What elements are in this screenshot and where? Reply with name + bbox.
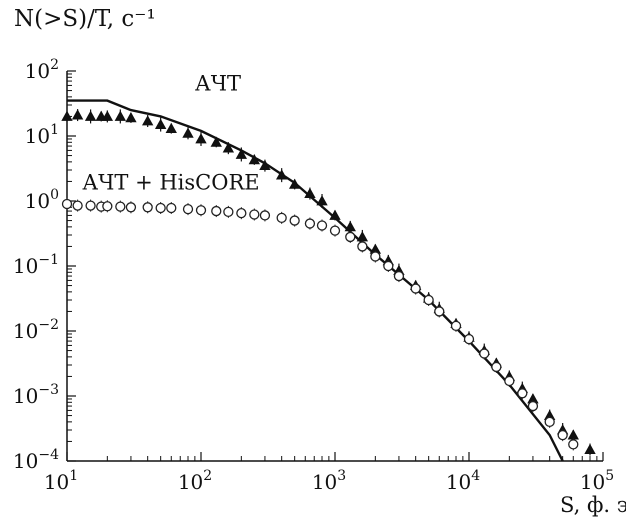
data-point-open — [166, 202, 177, 214]
data-point-open — [249, 209, 260, 220]
series-filled-group — [61, 109, 596, 456]
data-point-open — [568, 439, 579, 450]
chart-annotations: АЧТ АЧТ + HisCORE — [82, 72, 259, 195]
x-tick-label: 102 — [178, 468, 212, 494]
y-tick-label: 10−3 — [13, 382, 59, 408]
data-point-open — [195, 205, 207, 216]
data-point-open — [345, 231, 356, 243]
data-point-filled — [304, 187, 316, 198]
data-point-filled — [165, 122, 177, 133]
data-point-filled — [141, 115, 154, 126]
data-point-open — [155, 202, 166, 214]
data-point-open — [479, 348, 490, 359]
data-point-open — [125, 202, 137, 213]
data-point-open — [182, 203, 194, 215]
x-tick-label: 105 — [580, 468, 614, 494]
data-point-open — [211, 205, 222, 217]
data-point-filled — [210, 136, 222, 147]
data-point-filled — [222, 142, 235, 153]
data-point-filled — [584, 443, 596, 454]
data-point-open — [370, 251, 381, 262]
data-point-open — [517, 388, 528, 399]
data-point-filled — [316, 195, 328, 206]
data-point-open — [304, 218, 316, 229]
data-point-filled — [259, 159, 271, 171]
x-axis-label: S, ф. э. — [560, 493, 626, 517]
data-point-open — [223, 206, 234, 218]
data-point-filled — [71, 109, 84, 120]
series-line — [67, 99, 564, 462]
data-point-open — [316, 220, 328, 231]
y-tick-label: 10−2 — [13, 317, 59, 343]
data-point-filled — [195, 133, 207, 144]
data-point-filled — [61, 110, 73, 121]
data-point-filled — [235, 148, 248, 159]
data-point-open — [434, 306, 445, 317]
data-point-filled — [288, 178, 301, 189]
y-tick-labels: 10−4 10−3 10−2 10−1 100 101 102 — [13, 57, 59, 473]
data-point-filled — [101, 110, 114, 121]
annotation-label: АЧТ — [195, 72, 241, 96]
data-point-open — [61, 198, 73, 210]
annotation-label: АЧТ + HisCORE — [82, 171, 259, 195]
data-point-open — [115, 201, 126, 212]
data-point-open — [329, 225, 341, 236]
series-open-group — [61, 197, 579, 451]
data-point-open — [276, 212, 287, 224]
data-point-open — [289, 215, 300, 226]
data-point-open — [491, 361, 502, 373]
data-point-open — [357, 241, 368, 252]
data-point-open — [383, 260, 394, 272]
data-point-open — [236, 208, 247, 219]
data-point-open — [410, 283, 421, 294]
data-point-filled — [275, 169, 288, 180]
data-point-filled — [84, 110, 97, 121]
x-tick-label: 101 — [44, 468, 78, 494]
x-tick-label: 104 — [446, 468, 480, 494]
data-point-open — [393, 270, 405, 282]
data-point-open — [504, 375, 515, 387]
data-point-filled — [356, 231, 369, 242]
data-point-open — [85, 200, 96, 211]
data-point-filled — [182, 127, 194, 138]
data-point-filled — [567, 429, 579, 440]
data-point-filled — [114, 110, 127, 121]
y-tick-label: 10−4 — [13, 447, 59, 473]
y-tick-label: 102 — [25, 57, 59, 83]
data-point-open — [102, 201, 113, 212]
data-point-open — [544, 416, 555, 428]
data-point-open — [72, 200, 83, 211]
data-point-open — [527, 400, 539, 412]
x-tick-labels: 101 102 103 104 105 — [44, 468, 614, 494]
data-point-filled — [248, 154, 261, 165]
data-point-open — [463, 333, 475, 345]
y-tick-label: 100 — [25, 187, 59, 213]
data-point-open — [259, 210, 271, 221]
data-point-open — [557, 429, 568, 441]
data-point-filled — [154, 118, 167, 129]
series-line-group — [67, 99, 564, 462]
data-point-filled — [125, 112, 137, 123]
x-tick-label: 103 — [312, 468, 346, 494]
data-point-filled — [329, 209, 341, 220]
y-axis-label: N(>S)/T, c⁻¹ — [14, 6, 156, 32]
y-tick-label: 101 — [25, 122, 59, 148]
data-point-filled — [344, 221, 356, 232]
y-tick-label: 10−1 — [13, 252, 59, 278]
data-point-open — [142, 202, 153, 213]
data-point-open — [450, 320, 462, 332]
data-point-open — [423, 294, 434, 306]
